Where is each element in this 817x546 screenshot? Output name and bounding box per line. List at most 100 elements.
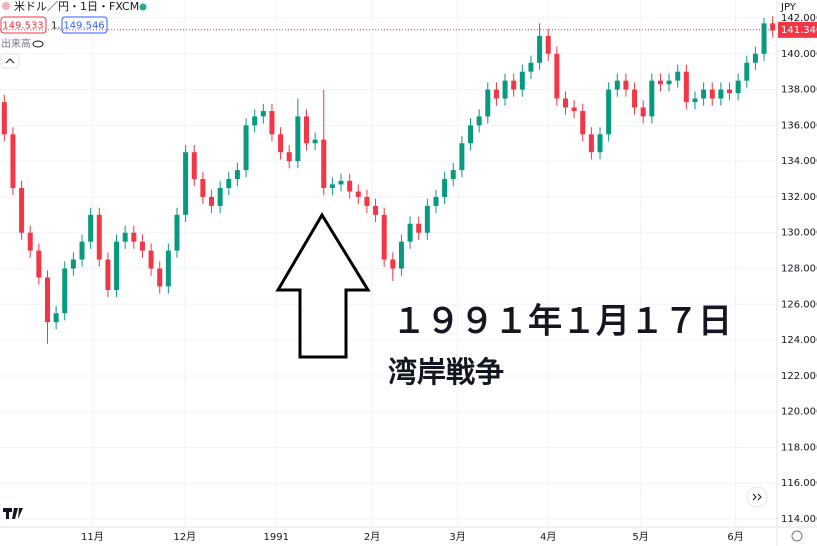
candle-body bbox=[735, 80, 741, 94]
candle-body bbox=[718, 89, 724, 99]
candle-body bbox=[286, 152, 292, 162]
candle-body bbox=[88, 214, 94, 242]
candle-body bbox=[649, 80, 655, 117]
candle-body bbox=[303, 116, 309, 144]
settings-icon[interactable] bbox=[791, 530, 803, 542]
y-tick-label: 128.000 bbox=[781, 264, 817, 275]
candle-body bbox=[588, 134, 594, 153]
y-tick-label: 138.000 bbox=[781, 85, 817, 96]
candle-body bbox=[476, 116, 482, 126]
candle-body bbox=[243, 125, 249, 171]
candle-body bbox=[562, 98, 568, 108]
x-tick-label: 3月 bbox=[449, 531, 465, 543]
candle-body bbox=[537, 35, 543, 63]
candle-body bbox=[407, 223, 413, 242]
candle-body bbox=[623, 80, 629, 90]
candle-body bbox=[459, 143, 465, 171]
candle-body bbox=[19, 187, 25, 233]
y-tick-label: 130.000 bbox=[781, 228, 817, 239]
candle-body bbox=[545, 35, 551, 54]
candle-body bbox=[209, 196, 215, 206]
ask-box[interactable] bbox=[61, 16, 108, 34]
candle-body bbox=[744, 62, 750, 81]
y-tick-label: 118.000 bbox=[781, 442, 817, 453]
candle-body bbox=[761, 23, 767, 54]
symbol-title[interactable]: 米ドル／円・1日・FXCM bbox=[14, 0, 139, 13]
candle-body bbox=[727, 89, 733, 94]
candle-body bbox=[70, 259, 76, 269]
candle-body bbox=[321, 139, 327, 188]
scroll-button[interactable] bbox=[746, 486, 768, 508]
candle-body bbox=[355, 191, 361, 197]
y-tick-label: 136.000 bbox=[781, 120, 817, 131]
y-tick-label: 134.000 bbox=[781, 156, 817, 167]
candle-body bbox=[683, 71, 689, 103]
candle-body bbox=[295, 116, 301, 162]
volume-label: 出来高 bbox=[1, 37, 31, 50]
candle-body bbox=[200, 179, 206, 197]
ask: 149.546 bbox=[63, 21, 104, 32]
candle-body bbox=[105, 259, 111, 290]
x-tick-label: 11月 bbox=[81, 531, 104, 543]
x-tick-label: 2月 bbox=[364, 531, 380, 543]
last-price-box bbox=[778, 21, 817, 38]
candle-body bbox=[96, 214, 102, 260]
candle-body bbox=[433, 196, 439, 206]
spread: 1.3 bbox=[51, 21, 67, 32]
candle-body bbox=[312, 139, 318, 144]
candle-body bbox=[450, 170, 456, 180]
candle-body bbox=[709, 89, 715, 99]
x-tick-label: 12月 bbox=[173, 531, 196, 543]
candle-body bbox=[139, 241, 145, 251]
candle-body bbox=[657, 80, 663, 85]
candle-body bbox=[260, 111, 266, 117]
candle-body bbox=[442, 179, 448, 197]
candle-body bbox=[183, 152, 189, 215]
candle-body bbox=[493, 89, 499, 99]
collapse-button[interactable] bbox=[0, 53, 20, 69]
candle-body bbox=[347, 180, 353, 192]
candle-body bbox=[675, 71, 681, 81]
candle-body bbox=[148, 250, 154, 269]
annotation-date: １９９１年１月１７日 bbox=[392, 302, 732, 342]
symbol-icon bbox=[2, 2, 10, 10]
candle-body bbox=[165, 250, 171, 287]
y-tick-label: 124.000 bbox=[781, 335, 817, 346]
candle-body bbox=[79, 241, 85, 260]
grid bbox=[0, 0, 777, 527]
candle-body bbox=[485, 89, 491, 117]
candle-body bbox=[53, 313, 59, 323]
candle-body bbox=[752, 53, 758, 63]
logo bbox=[3, 508, 23, 519]
candle-body bbox=[571, 107, 577, 112]
y-tick-label: 122.000 bbox=[781, 371, 817, 382]
y-tick-label: 114.000 bbox=[781, 514, 817, 525]
visibility-icon[interactable] bbox=[32, 40, 44, 48]
candle-body bbox=[62, 268, 68, 314]
candle-body bbox=[554, 53, 560, 99]
candle-body bbox=[580, 111, 586, 135]
candle-body bbox=[519, 71, 525, 90]
bid-box[interactable] bbox=[0, 16, 47, 34]
x-tick-label: 6月 bbox=[727, 531, 743, 543]
candle-body bbox=[373, 205, 379, 215]
candle-body bbox=[114, 241, 120, 290]
annotation-event: 湾岸戦争 bbox=[388, 355, 504, 389]
candle-body bbox=[269, 111, 275, 135]
candle-body bbox=[692, 98, 698, 103]
candle-body bbox=[122, 232, 128, 242]
currency: JPY bbox=[780, 2, 797, 13]
candle-body bbox=[217, 187, 223, 206]
candle-body bbox=[666, 80, 672, 85]
candle-body bbox=[157, 268, 163, 287]
candle-body bbox=[701, 89, 707, 99]
candle-body bbox=[770, 23, 776, 31]
scroll-icon bbox=[752, 493, 762, 501]
candle-body bbox=[468, 125, 474, 144]
candle-body bbox=[234, 170, 240, 180]
status-dot bbox=[139, 3, 147, 11]
candle-body bbox=[44, 277, 50, 323]
bid: 149.533 bbox=[2, 21, 43, 32]
